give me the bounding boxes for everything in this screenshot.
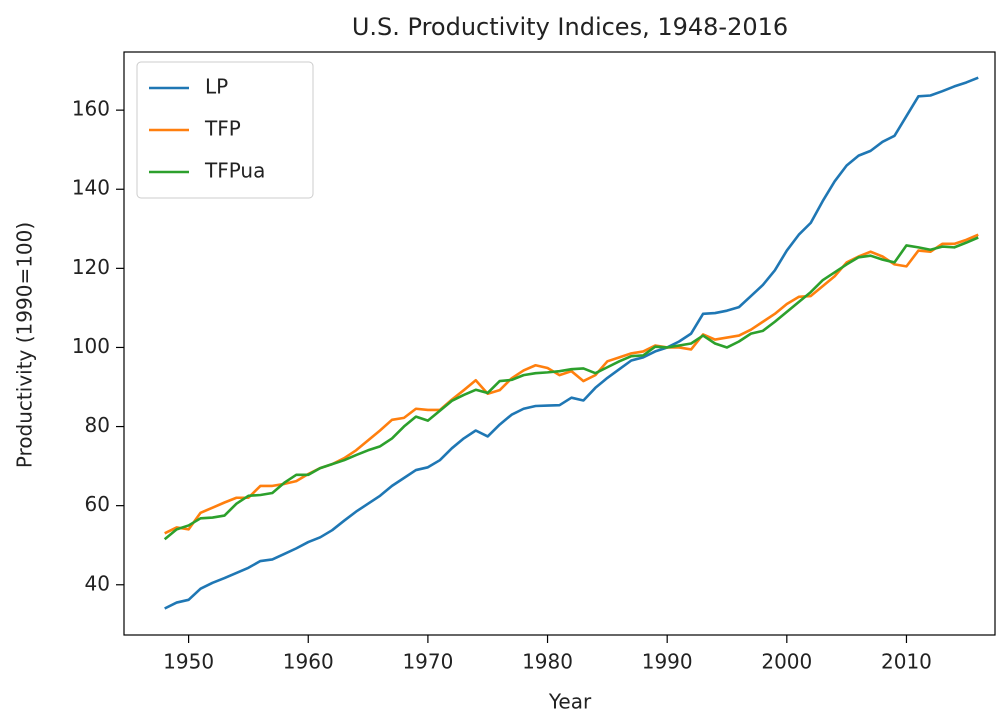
x-tick-label: 2000 <box>761 650 812 674</box>
plot-area <box>163 76 979 610</box>
legend-label: LP <box>205 75 228 99</box>
x-tick-label: 1960 <box>283 650 334 674</box>
legend-label: TFPua <box>204 159 265 183</box>
y-tick-label: 40 <box>85 571 110 595</box>
x-tick-label: 1950 <box>163 650 214 674</box>
legend-box <box>136 61 314 199</box>
y-tick-label: 140 <box>72 176 110 200</box>
legend-label: TFP <box>204 117 241 141</box>
x-tick-label: 1990 <box>642 650 693 674</box>
axes-frame <box>123 51 996 636</box>
y-axis-label: Productivity (1990=100) <box>13 222 37 468</box>
y-tick-label: 80 <box>85 413 110 437</box>
x-tick-label: 1970 <box>402 650 453 674</box>
y-tick-label: 160 <box>72 97 110 121</box>
x-axis-label: Year <box>548 690 592 714</box>
y-tick-label: 100 <box>72 334 110 358</box>
y-tick-label: 120 <box>72 255 110 279</box>
data-line <box>163 236 979 541</box>
x-tick-label: 1980 <box>522 650 573 674</box>
x-tick-label: 2010 <box>881 650 932 674</box>
data-line <box>164 76 979 610</box>
y-tick-label: 60 <box>85 492 110 516</box>
chart-title: U.S. Productivity Indices, 1948-2016 <box>352 13 788 41</box>
